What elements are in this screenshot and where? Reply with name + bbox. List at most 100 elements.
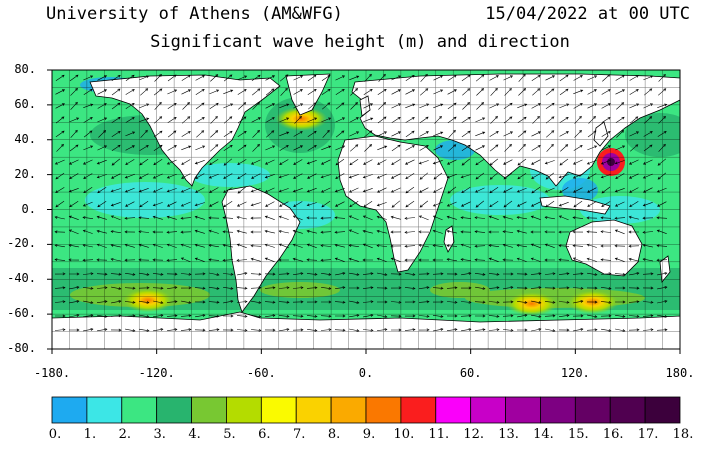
wave-arrow xyxy=(196,130,205,138)
wave-arrow xyxy=(223,74,233,82)
wave-arrow xyxy=(334,328,346,332)
wave-arrow xyxy=(432,229,443,234)
wave-arrow xyxy=(293,201,303,207)
wave-arrow xyxy=(110,188,121,193)
wave-arrow xyxy=(418,314,430,318)
wave-arrow xyxy=(110,272,122,276)
wave-arrow xyxy=(461,158,471,166)
wave-arrow xyxy=(348,174,359,179)
wave-arrow xyxy=(363,103,374,109)
wave-arrow xyxy=(180,230,192,234)
wave-arrow xyxy=(573,145,583,151)
wave-arrow xyxy=(322,102,331,110)
wave-arrow xyxy=(642,216,654,220)
wave-arrow xyxy=(320,216,332,220)
wave-arrow xyxy=(152,272,164,276)
wave-arrow xyxy=(98,130,107,138)
wave-arrow xyxy=(237,159,247,165)
wave-arrow xyxy=(488,230,499,234)
wave-arrow xyxy=(110,202,121,207)
grid-lines xyxy=(52,70,680,349)
wave-arrow xyxy=(614,160,625,165)
wave-arrow xyxy=(390,314,402,318)
wave-arrow xyxy=(279,328,290,332)
wave-arrow xyxy=(418,286,430,290)
wave-arrow xyxy=(376,244,388,248)
wave-arrow xyxy=(264,229,275,234)
wave-arrow xyxy=(586,216,598,220)
wave-arrow xyxy=(489,201,499,208)
wave-arrow xyxy=(516,201,527,207)
wave-arrow xyxy=(448,144,457,152)
wave-arrow xyxy=(54,230,66,234)
wave-arrow xyxy=(306,243,317,248)
wave-arrow xyxy=(420,73,428,82)
wave-arrow xyxy=(222,272,234,276)
wave-arrow xyxy=(180,216,192,220)
wave-arrow xyxy=(447,74,457,81)
wave-arrow xyxy=(335,117,346,123)
wave-arrow xyxy=(404,286,416,290)
colorbar-swatch xyxy=(156,396,192,424)
wave-arrow xyxy=(517,328,528,332)
wave-arrow xyxy=(279,103,290,109)
colorbar-label: 15. xyxy=(567,427,589,442)
wave-arrow xyxy=(208,229,219,234)
wave-arrow xyxy=(572,230,584,234)
x-tick-label: -120. xyxy=(138,366,175,380)
wave-arrow xyxy=(222,216,234,220)
wave-arrow xyxy=(180,272,192,276)
wave-arrow xyxy=(125,201,135,207)
wave-arrow xyxy=(152,243,163,248)
wave-arrow xyxy=(433,131,444,137)
wave-arrow xyxy=(320,174,331,179)
wave-arrow xyxy=(279,145,289,151)
wave-arrow xyxy=(250,328,262,332)
wave-arrow xyxy=(140,88,149,96)
wave-arrow xyxy=(587,130,597,138)
wave-arrow xyxy=(166,159,177,165)
wave-arrow xyxy=(278,314,290,318)
wave-arrow xyxy=(250,188,261,193)
wave-arrow xyxy=(419,200,429,208)
wave-arrow xyxy=(602,74,611,82)
wave-arrow xyxy=(446,201,457,207)
wave-arrow xyxy=(658,143,666,152)
wave-arrow xyxy=(278,215,289,220)
wave-arrow xyxy=(292,314,304,318)
wave-arrow xyxy=(558,230,570,234)
wave-arrow xyxy=(265,145,276,151)
wave-arrow xyxy=(348,244,359,248)
colorbar-label: 13. xyxy=(498,427,519,442)
wave-arrow xyxy=(125,117,135,123)
wave-arrow xyxy=(587,201,597,207)
colorbar-swatch xyxy=(51,396,88,424)
wave-arrow xyxy=(643,103,654,109)
wave-arrow xyxy=(167,89,178,95)
wave-arrow xyxy=(321,117,332,123)
wave-arrow xyxy=(572,244,584,248)
wave-arrow xyxy=(363,117,374,123)
wave-arrow xyxy=(461,130,471,138)
wave-arrow xyxy=(544,187,555,193)
wave-arrow xyxy=(223,314,234,318)
wave-arrow xyxy=(82,243,93,248)
wave-arrow xyxy=(600,258,612,262)
wave-arrow xyxy=(111,116,121,124)
wave-arrow xyxy=(195,117,205,123)
wave-arrow xyxy=(111,88,121,96)
wave-arrow xyxy=(446,173,457,179)
wave-arrow xyxy=(558,244,570,248)
colorbar-label: 14. xyxy=(533,427,554,442)
wave-arrow xyxy=(167,286,178,290)
wave-arrow xyxy=(97,145,108,151)
wave-arrow xyxy=(83,314,94,318)
wave-arrow xyxy=(223,103,234,109)
wave-arrow xyxy=(292,300,304,304)
wave-arrow xyxy=(545,75,556,81)
wave-arrow xyxy=(223,89,234,95)
wave-arrow xyxy=(460,201,471,207)
wave-arrow xyxy=(111,74,121,81)
wave-arrow xyxy=(532,88,541,96)
x-tick-label: 120. xyxy=(560,366,590,380)
